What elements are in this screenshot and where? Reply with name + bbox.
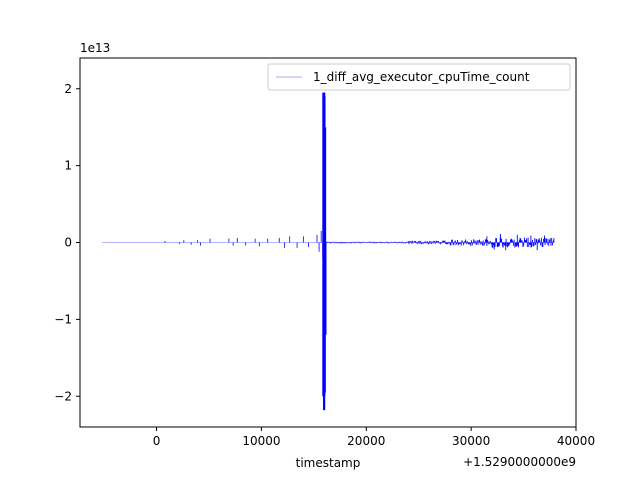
series-line [102, 92, 555, 411]
x-axis-label: timestamp [296, 456, 361, 470]
y-tick-label: 0 [64, 236, 72, 250]
legend: 1_diff_avg_executor_cpuTime_count [267, 63, 571, 91]
legend-box [267, 63, 571, 91]
x-tick-label: 20000 [347, 434, 385, 448]
x-tick-label: 0 [153, 434, 161, 448]
legend-entry: 1_diff_avg_executor_cpuTime_count [313, 70, 530, 84]
y-scale-label: 1e13 [80, 41, 110, 55]
x-tick-label: 30000 [452, 434, 490, 448]
x-axis: 0 10000 20000 30000 40000 [153, 427, 595, 448]
y-axis: −2 −1 0 1 2 [54, 82, 80, 403]
x-tick-label: 40000 [557, 434, 595, 448]
plot-area [102, 92, 555, 411]
y-tick-label: 1 [64, 159, 72, 173]
x-tick-label: 10000 [242, 434, 280, 448]
y-tick-label: 2 [64, 82, 72, 96]
y-tick-label: −2 [54, 389, 72, 403]
x-offset-label: +1.5290000000e9 [463, 455, 576, 469]
y-tick-label: −1 [54, 312, 72, 326]
